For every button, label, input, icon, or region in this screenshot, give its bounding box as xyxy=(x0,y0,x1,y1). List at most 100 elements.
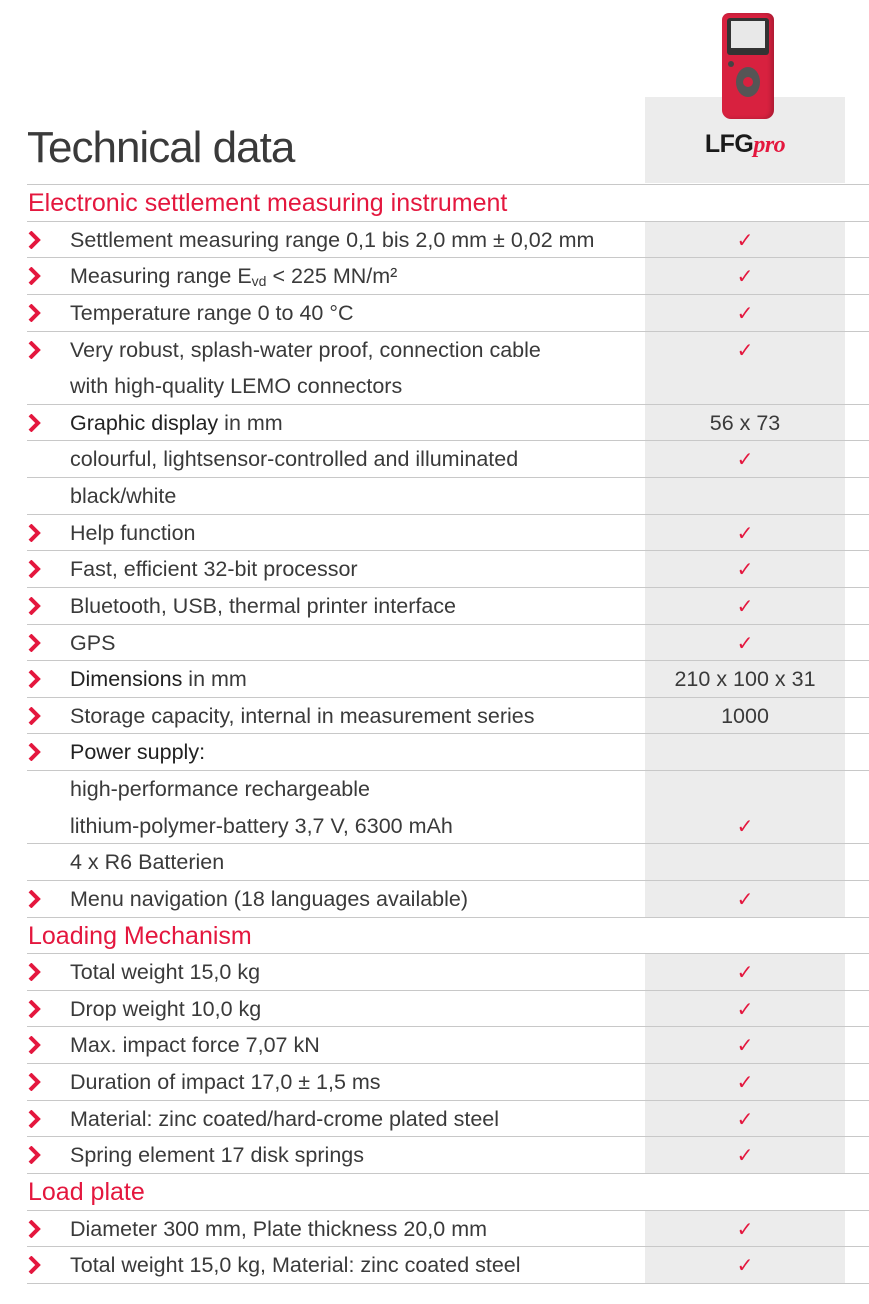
product-column-cell xyxy=(645,404,845,441)
check-icon: ✓ xyxy=(736,339,754,362)
row-label-text: Diameter 300 mm, Plate thickness 20,0 mm xyxy=(70,1216,488,1241)
check-icon: ✓ xyxy=(736,1035,754,1058)
check-icon: ✓ xyxy=(645,588,845,625)
check-icon: ✓ xyxy=(645,1064,845,1101)
check-icon: ✓ xyxy=(736,632,754,655)
product-column-cell xyxy=(645,1027,845,1063)
table-row: Total weight 15,0 kg, Material: zinc coa… xyxy=(27,1247,869,1284)
row-label: Dimensions in mm xyxy=(70,661,247,697)
product-column-cell xyxy=(645,844,845,880)
row-label: lithium-polymer-battery 3,7 V, 6300 mAh xyxy=(70,808,453,844)
row-label-text: Spring element 17 disk springs xyxy=(70,1143,364,1168)
product-column-cell xyxy=(645,661,845,697)
technical-data-table: Electronic settlement measuring instrume… xyxy=(27,184,869,1284)
chevron-right-icon xyxy=(27,962,41,982)
table-row: Menu navigation (18 languages available)… xyxy=(27,880,869,918)
row-label-text: < 225 MN/m² xyxy=(266,264,398,289)
row-label: high-performance rechargeable xyxy=(70,771,370,807)
row-label-text: Settlement measuring range 0,1 bis 2,0 m… xyxy=(70,227,595,252)
chevron-right-icon xyxy=(27,596,41,616)
row-label: Bluetooth, USB, thermal printer interfac… xyxy=(70,588,456,624)
product-column-cell xyxy=(645,697,845,734)
row-value: 1000 xyxy=(721,703,769,728)
product-logo: LFGpro xyxy=(704,130,786,158)
row-label-text: Very robust, splash-water proof, connect… xyxy=(70,337,541,362)
table-row: Bluetooth, USB, thermal printer interfac… xyxy=(27,587,869,625)
product-column-cell xyxy=(645,1137,845,1173)
table-row: Power supply: xyxy=(27,734,869,771)
chevron-right-icon xyxy=(27,1109,41,1129)
check-icon: ✓ xyxy=(645,991,845,1028)
product-column-cell xyxy=(645,954,845,990)
table-row: Graphic display in mm 56 x 73 xyxy=(27,404,869,442)
row-label: Measuring range Evd < 225 MN/m² xyxy=(70,258,397,299)
row-label-text: black/white xyxy=(70,484,177,508)
row-label-text: in mm xyxy=(182,667,247,692)
table-row: Drop weight 10,0 kg ✓ xyxy=(27,990,869,1028)
product-column-cell xyxy=(645,990,845,1027)
table-row: Fast, efficient 32-bit processor ✓ xyxy=(27,551,869,588)
row-value: 210 x 100 x 31 xyxy=(674,667,816,692)
row-label-text: Bluetooth, USB, thermal printer interfac… xyxy=(70,593,456,618)
row-label-text: Total weight 15,0 kg xyxy=(70,960,261,985)
chevron-right-icon xyxy=(27,742,41,762)
row-label: Drop weight 10,0 kg xyxy=(70,991,261,1027)
chevron-right-icon xyxy=(27,1219,41,1238)
row-label: Fast, efficient 32-bit processor xyxy=(70,551,358,587)
table-row: with high-quality LEMO connectors xyxy=(27,368,869,405)
product-column-cell xyxy=(645,771,845,808)
table-row: Storage capacity, internal in measuremen… xyxy=(27,697,869,735)
product-column-cell xyxy=(645,441,845,477)
product-column-cell xyxy=(645,331,845,369)
check-icon: ✓ xyxy=(645,625,845,662)
table-row: Measuring range Evd < 225 MN/m² ✓ xyxy=(27,258,869,295)
row-label-text: GPS xyxy=(70,630,116,655)
table-row: Spring element 17 disk springs ✓ xyxy=(27,1137,869,1174)
product-column-cell xyxy=(645,807,845,844)
device-image xyxy=(722,13,774,119)
table-row: colourful, lightsensor-controlled and il… xyxy=(27,441,869,478)
chevron-right-icon xyxy=(27,889,41,909)
row-label-text: Storage capacity, internal in measuremen… xyxy=(70,703,535,728)
check-icon: ✓ xyxy=(645,1211,845,1248)
product-column-cell xyxy=(645,1100,845,1137)
row-label-emphasis: Dimensions xyxy=(70,667,183,692)
row-label-text: in mm xyxy=(218,410,283,435)
row-label-text: Menu navigation (18 languages available) xyxy=(70,886,469,911)
product-column-cell xyxy=(645,1247,845,1283)
table-row: Material: zinc coated/hard-crome plated … xyxy=(27,1100,869,1138)
check-icon: ✓ xyxy=(645,222,845,259)
check-icon: ✓ xyxy=(736,595,754,618)
check-icon: ✓ xyxy=(736,449,754,472)
row-label: Total weight 15,0 kg xyxy=(70,954,260,990)
product-column-cell xyxy=(645,734,845,770)
row-label-text: lithium-polymer-battery 3,7 V, 6300 mAh xyxy=(70,813,453,838)
chevron-right-icon xyxy=(27,1035,41,1055)
check-icon: ✓ xyxy=(645,881,845,918)
table-row: Temperature range 0 to 40 °C ✓ xyxy=(27,294,869,332)
row-label: Max. impact force 7,07 kN xyxy=(70,1027,320,1063)
check-icon: ✓ xyxy=(736,229,754,252)
product-column-cell xyxy=(645,368,845,404)
check-icon: ✓ xyxy=(645,1027,845,1064)
check-icon: ✓ xyxy=(736,302,754,325)
section-heading: Electronic settlement measuring instrume… xyxy=(27,185,869,222)
table-row: GPS ✓ xyxy=(27,624,869,662)
row-label-text: 4 x R6 Batterien xyxy=(70,850,225,875)
check-icon: ✓ xyxy=(645,515,845,552)
row-label-text: Total weight 15,0 kg, Material: zinc coa… xyxy=(70,1253,521,1278)
section-heading: Load plate xyxy=(27,1174,869,1211)
chevron-right-icon xyxy=(27,266,41,286)
chevron-right-icon xyxy=(27,523,41,543)
check-icon: ✓ xyxy=(736,1218,754,1241)
check-icon: ✓ xyxy=(736,1145,754,1168)
table-row: Duration of impact 17,0 ± 1,5 ms ✓ xyxy=(27,1064,869,1101)
row-label-text: with high-quality LEMO connectors xyxy=(70,374,403,399)
check-icon: ✓ xyxy=(645,551,845,588)
row-label: black/white xyxy=(70,478,176,514)
check-icon: ✓ xyxy=(645,954,845,991)
chevron-right-icon xyxy=(27,706,41,726)
row-label: GPS xyxy=(70,625,115,661)
chevron-right-icon xyxy=(27,1145,41,1165)
product-column-cell xyxy=(645,514,845,551)
